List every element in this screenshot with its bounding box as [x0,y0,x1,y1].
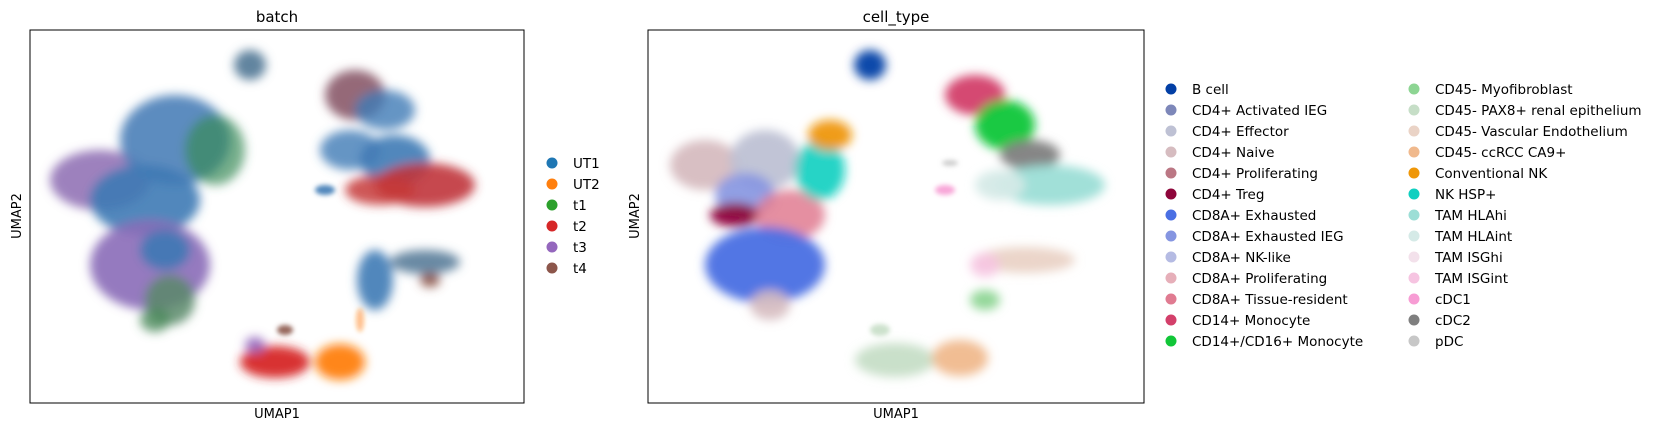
cell-type-title: cell_type [863,8,930,27]
cell-type-legend: B cell CD4+ Activated IEG CD4+ Effector CD4… [1165,82,1642,350]
legend-label: CD8A+ Exhausted IEG [1192,229,1344,245]
batch-panel: batch [10,8,600,422]
batch-title: batch [256,8,298,26]
legend-label: CD8A+ Exhausted [1192,208,1316,224]
cell-type-axes-frame [647,29,1145,404]
legend-label: CD8A+ Proliferating [1192,271,1327,287]
legend-marker [1408,83,1420,95]
batch-xlabel: UMAP1 [254,407,300,422]
legend-label: UT2 [573,177,600,193]
legend-label: TAM ISGhi [1434,250,1503,266]
legend-label: CD45- Myofibroblast [1435,82,1573,98]
legend-marker [1165,188,1177,200]
legend-marker [1408,335,1420,347]
legend-label: CD14+/CD16+ Monocyte [1192,334,1363,350]
cell-type-panel: cell_type [628,8,1642,422]
legend-label: NK HSP+ [1435,187,1496,203]
batch-ylabel: UMAP2 [10,193,25,239]
legend-label: t2 [573,219,587,235]
legend-label: TAM HLAhi [1434,208,1507,224]
legend-marker [1165,335,1177,347]
legend-marker [546,241,558,253]
legend-label: CD4+ Effector [1192,124,1289,140]
legend-label: cDC2 [1435,313,1471,329]
cell-type-scatter-blobs [670,50,1105,377]
legend-label: CD14+ Monocyte [1192,313,1310,329]
legend-marker [1165,251,1177,263]
legend-marker [546,157,558,169]
legend-label: CD4+ Activated IEG [1192,103,1327,119]
legend-label: pDC [1435,334,1463,350]
legend-label: CD4+ Proliferating [1192,166,1318,182]
legend-marker [1408,314,1420,326]
legend-marker [1165,230,1177,242]
legend-marker [1165,167,1177,179]
legend-label: CD45- PAX8+ renal epithelium [1435,103,1642,119]
legend-label: CD45- ccRCC CA9+ [1435,145,1566,161]
legend-marker [1165,104,1177,116]
legend-marker [1408,272,1420,284]
legend-label: TAM HLAint [1434,229,1512,245]
legend-label: Conventional NK [1435,166,1548,182]
legend-marker [1408,188,1420,200]
legend-label: t1 [573,198,587,214]
legend-marker [1165,272,1177,284]
legend-marker [1408,146,1420,158]
legend-label: CD8A+ Tissue-resident [1192,292,1348,308]
legend-label: B cell [1192,82,1229,98]
legend-label: t3 [573,240,587,256]
legend-marker [546,178,558,190]
legend-marker [1408,125,1420,137]
legend-label: CD8A+ NK-like [1192,250,1291,266]
legend-label: CD4+ Naive [1192,145,1274,161]
legend-marker [1408,167,1420,179]
legend-marker [1408,104,1420,116]
legend-label: t4 [573,261,587,277]
legend-marker [1408,230,1420,242]
batch-legend: UT1 UT2 t1 t2 t3 t4 [546,156,600,277]
legend-marker [546,262,558,274]
legend-label: TAM ISGint [1434,271,1508,287]
legend-label: CD4+ Treg [1192,187,1264,203]
legend-marker [1165,146,1177,158]
legend-marker [1165,83,1177,95]
legend-label: CD45- Vascular Endothelium [1435,124,1628,140]
legend-marker [1165,209,1177,221]
batch-scatter-blobs [50,50,475,380]
legend-marker [1165,125,1177,137]
legend-label: cDC1 [1435,292,1471,308]
legend-marker [546,220,558,232]
batch-axes-frame [29,29,525,404]
legend-marker [1165,314,1177,326]
legend-marker [1165,293,1177,305]
cell-type-ylabel: UMAP2 [628,193,643,239]
cell-type-xlabel: UMAP1 [873,407,919,422]
legend-marker [1408,209,1420,221]
legend-marker [546,199,558,211]
legend-label: UT1 [573,156,600,172]
legend-marker [1408,293,1420,305]
legend-marker [1408,251,1420,263]
